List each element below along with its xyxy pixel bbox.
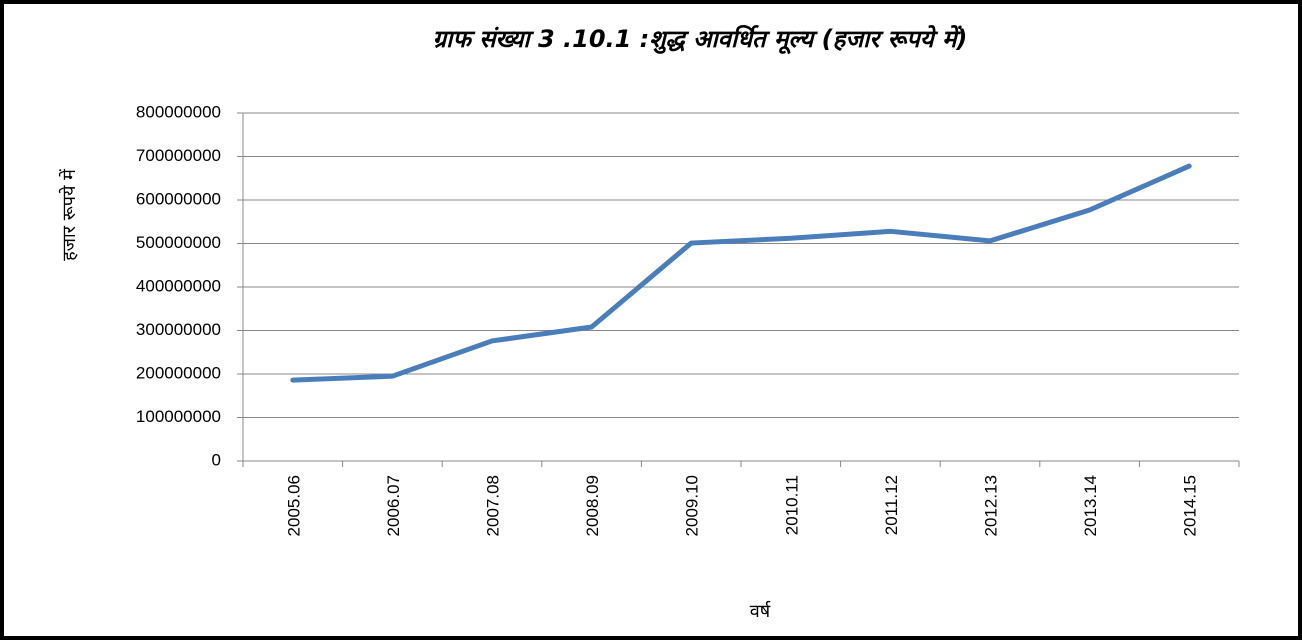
y-axis-label: हजार रूपये में	[58, 168, 80, 261]
x-axis-label: वर्ष	[750, 600, 771, 622]
x-tick-label: 2014.15	[1181, 475, 1200, 536]
y-tick-label: 700000000	[136, 146, 221, 165]
x-tick-label: 2006.07	[384, 475, 403, 536]
line	[290, 163, 1192, 383]
x-tick-label: 2009.10	[683, 475, 702, 536]
y-tick-label: 500000000	[136, 233, 221, 252]
x-tick-label: 2013.14	[1081, 475, 1100, 536]
y-tick-label: 800000000	[136, 102, 221, 121]
chart-title: ग्राफ संख्या 3 .10.1 :शुद्ध आवर्धित मूल्…	[433, 25, 968, 55]
x-tick-label: 2010.11	[782, 475, 801, 535]
y-tick-label: 0	[212, 450, 221, 469]
x-tick-label: 2011.12	[882, 475, 901, 535]
x-tick-label: 2005.06	[284, 475, 303, 536]
x-tick-label: 2007.08	[483, 475, 502, 536]
y-tick-label: 300000000	[136, 320, 221, 339]
y-tick-label: 400000000	[136, 276, 221, 295]
x-tick-label: 2008.09	[583, 475, 602, 536]
x-tick-label: 2012.13	[981, 475, 1000, 536]
y-tick-label: 600000000	[136, 189, 221, 208]
y-tick-label: 100000000	[136, 407, 221, 426]
y-tick-label: 200000000	[136, 363, 221, 382]
